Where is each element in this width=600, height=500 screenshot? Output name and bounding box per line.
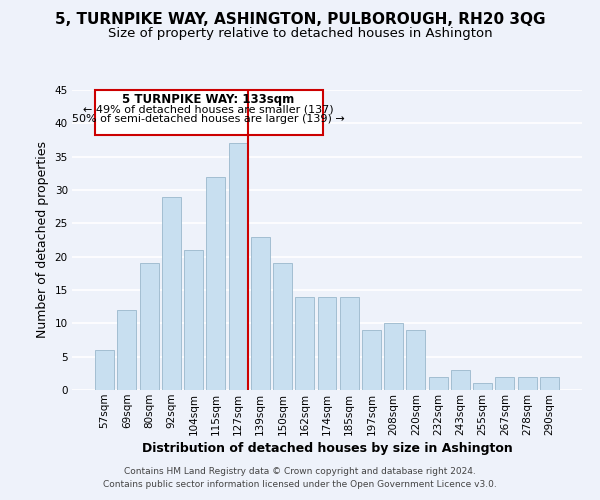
Bar xyxy=(496,376,514,390)
Bar xyxy=(518,376,536,390)
Text: Contains public sector information licensed under the Open Government Licence v3: Contains public sector information licen… xyxy=(103,480,497,489)
Bar xyxy=(429,376,448,390)
Bar xyxy=(206,176,225,390)
Bar xyxy=(451,370,470,390)
Text: 5 TURNPIKE WAY: 133sqm: 5 TURNPIKE WAY: 133sqm xyxy=(122,94,295,106)
Bar xyxy=(295,296,314,390)
Bar xyxy=(473,384,492,390)
Bar xyxy=(362,330,381,390)
X-axis label: Distribution of detached houses by size in Ashington: Distribution of detached houses by size … xyxy=(142,442,512,455)
Text: Size of property relative to detached houses in Ashington: Size of property relative to detached ho… xyxy=(107,28,493,40)
Bar xyxy=(251,236,270,390)
Bar xyxy=(229,144,248,390)
Bar xyxy=(340,296,359,390)
Text: 50% of semi-detached houses are larger (139) →: 50% of semi-detached houses are larger (… xyxy=(72,114,345,124)
Bar xyxy=(406,330,425,390)
Bar xyxy=(540,376,559,390)
FancyBboxPatch shape xyxy=(95,90,323,136)
Bar xyxy=(317,296,337,390)
Bar xyxy=(162,196,181,390)
Bar xyxy=(184,250,203,390)
Bar xyxy=(273,264,292,390)
Text: ← 49% of detached houses are smaller (137): ← 49% of detached houses are smaller (13… xyxy=(83,104,334,114)
Bar xyxy=(95,350,114,390)
Bar xyxy=(118,310,136,390)
Text: 5, TURNPIKE WAY, ASHINGTON, PULBOROUGH, RH20 3QG: 5, TURNPIKE WAY, ASHINGTON, PULBOROUGH, … xyxy=(55,12,545,28)
Y-axis label: Number of detached properties: Number of detached properties xyxy=(36,142,49,338)
Bar xyxy=(384,324,403,390)
Text: Contains HM Land Registry data © Crown copyright and database right 2024.: Contains HM Land Registry data © Crown c… xyxy=(124,467,476,476)
Bar xyxy=(140,264,158,390)
